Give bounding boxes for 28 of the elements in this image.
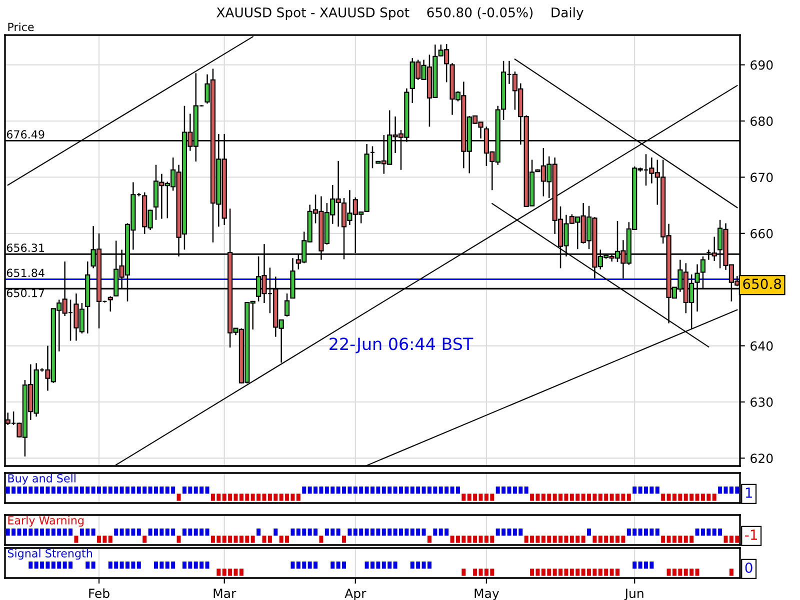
- y-tick-label: 620: [750, 454, 773, 464]
- x-tick-label: Jun: [624, 588, 644, 600]
- x-tick-label: Apr: [344, 588, 366, 600]
- chart-title: Buy and Sell: [8, 474, 76, 485]
- y-tick-label: 680: [750, 116, 773, 126]
- y-tick-label: 630: [750, 397, 773, 407]
- x-tick-label: May: [474, 588, 499, 600]
- chart-title: Signal Strength: [8, 548, 92, 560]
- x-tick-label: Mar: [214, 588, 236, 598]
- ref-line-label: 650.17: [6, 288, 44, 298]
- text: 650.8: [743, 278, 782, 290]
- y-axis-title: Price: [8, 22, 34, 32]
- x-tick-label: Feb: [89, 588, 110, 598]
- ref-line-label: 651.84: [6, 268, 44, 278]
- candlestick: [108, 296, 113, 312]
- ref-line-label: 676.49: [6, 130, 44, 139]
- y-tick-label: 640: [750, 341, 773, 351]
- ref-line-label: 656.31: [6, 244, 44, 252]
- text: 1: [746, 488, 752, 498]
- text: 0: [745, 562, 752, 574]
- y-tick-label: 670: [750, 172, 773, 182]
- chart-title: XAUUSD Spot - XAUUSD Spot 650.80 (-0.05%) Daily: [216, 7, 584, 20]
- text: -1: [745, 530, 757, 540]
- chart-title: Early Warning: [8, 516, 84, 527]
- annotation: 22-Jun 06:44 BST: [330, 338, 474, 354]
- candlestick: [284, 292, 290, 318]
- y-tick-label: 690: [750, 60, 773, 70]
- y-tick-label: 660: [750, 228, 773, 238]
